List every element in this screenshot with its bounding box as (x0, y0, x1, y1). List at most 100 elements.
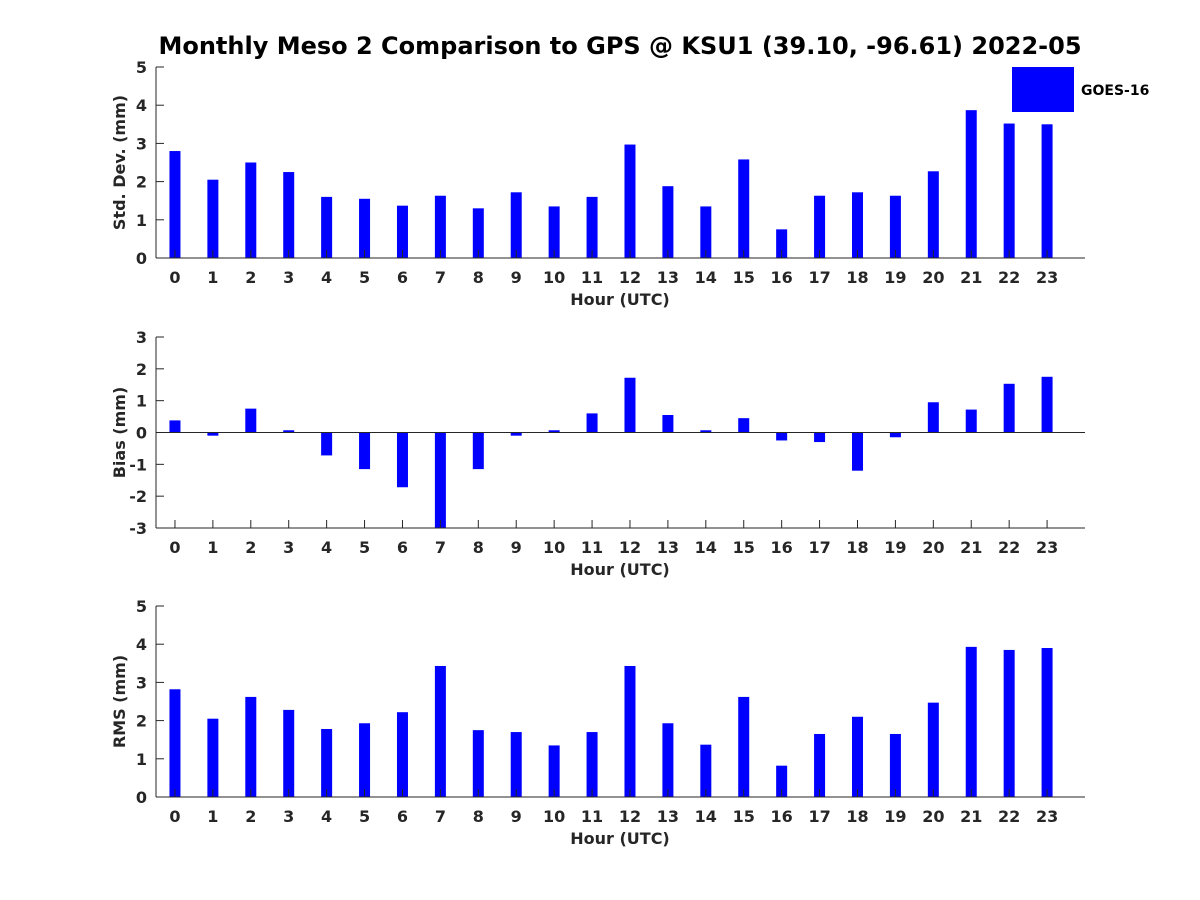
x-tick-label: 5 (359, 268, 370, 287)
bar-hour-9 (510, 432, 522, 436)
bar-hour-15 (738, 696, 750, 797)
x-tick-label: 23 (1036, 268, 1058, 287)
bar-hour-22 (1003, 649, 1015, 797)
x-tick-label: 22 (998, 268, 1020, 287)
x-tick-label: 13 (657, 268, 679, 287)
x-tick-label: 18 (846, 807, 868, 826)
x-tick-label: 7 (435, 268, 446, 287)
x-tick-label: 14 (695, 807, 717, 826)
x-tick-label: 12 (619, 807, 641, 826)
bar-hour-4 (321, 432, 333, 456)
x-tick-label: 4 (321, 268, 332, 287)
bar-hour-14 (700, 744, 712, 797)
x-tick-label: 2 (245, 807, 256, 826)
bar-hour-2 (245, 696, 257, 797)
x-tick-label: 3 (283, 807, 294, 826)
x-tick-label: 18 (846, 268, 868, 287)
x-tick-label: 9 (511, 807, 522, 826)
x-tick-label: 8 (473, 538, 484, 557)
legend-label: GOES-16 (1081, 83, 1149, 99)
bar-hour-6 (396, 205, 408, 258)
y-axis-label: RMS (mm) (110, 655, 129, 748)
bar-hour-22 (1003, 123, 1015, 258)
x-tick-label: 15 (733, 807, 755, 826)
x-tick-label: 2 (245, 538, 256, 557)
bar-hour-15 (738, 159, 750, 258)
x-tick-label: 16 (771, 538, 793, 557)
bar-hour-22 (1003, 383, 1015, 433)
bar-hour-10 (548, 206, 560, 258)
x-tick-label: 16 (771, 268, 793, 287)
x-tick-label: 4 (321, 538, 332, 557)
bar-hour-9 (510, 732, 522, 797)
bar-hour-1 (207, 718, 219, 797)
x-tick-label: 15 (733, 268, 755, 287)
x-tick-label: 9 (511, 268, 522, 287)
y-tick-label: 0 (136, 424, 147, 443)
x-tick-label: 11 (581, 268, 603, 287)
x-tick-label: 6 (397, 807, 408, 826)
bar-hour-2 (245, 162, 257, 258)
bar-hour-15 (738, 418, 750, 433)
x-tick-label: 4 (321, 807, 332, 826)
bar-hour-8 (472, 432, 484, 470)
y-tick-label: 3 (136, 134, 147, 153)
y-tick-label: -1 (129, 455, 147, 474)
bar-hour-4 (321, 196, 333, 258)
x-tick-label: 1 (207, 538, 218, 557)
y-tick-label: 4 (136, 635, 147, 654)
bar-hour-0 (169, 420, 181, 433)
x-tick-label: 5 (359, 538, 370, 557)
bar-hour-13 (662, 186, 674, 258)
bar-hour-16 (776, 229, 788, 258)
x-tick-label: 17 (808, 538, 830, 557)
bar-hour-3 (283, 430, 295, 433)
bar-hour-16 (776, 765, 788, 797)
x-tick-label: 23 (1036, 807, 1058, 826)
y-tick-label: 1 (136, 392, 147, 411)
bar-hour-13 (662, 723, 674, 797)
x-tick-label: 21 (960, 268, 982, 287)
bar-hour-1 (207, 179, 219, 258)
x-tick-label: 8 (473, 268, 484, 287)
bar-hour-19 (889, 733, 901, 797)
x-tick-label: 22 (998, 807, 1020, 826)
bar-hour-23 (1041, 648, 1053, 797)
x-tick-label: 8 (473, 807, 484, 826)
x-tick-label: 1 (207, 807, 218, 826)
y-tick-label: 5 (136, 58, 147, 77)
y-tick-label: 2 (136, 360, 147, 379)
x-tick-label: 7 (435, 807, 446, 826)
y-tick-label: 1 (136, 750, 147, 769)
bar-hour-18 (851, 192, 863, 258)
x-axis-label: Hour (UTC) (570, 290, 670, 309)
bar-hour-12 (624, 665, 636, 797)
x-tick-label: 16 (771, 807, 793, 826)
x-tick-label: 21 (960, 538, 982, 557)
x-tick-label: 0 (169, 807, 180, 826)
x-tick-label: 18 (846, 538, 868, 557)
bar-hour-7 (434, 432, 446, 528)
y-tick-label: 1 (136, 211, 147, 230)
x-tick-label: 11 (581, 807, 603, 826)
bar-hour-20 (927, 171, 939, 258)
x-tick-label: 5 (359, 807, 370, 826)
bar-hour-7 (434, 195, 446, 258)
x-tick-label: 2 (245, 268, 256, 287)
bar-hour-17 (814, 195, 826, 258)
y-tick-label: 3 (136, 673, 147, 692)
bar-hour-8 (472, 730, 484, 797)
bar-hour-21 (965, 646, 977, 797)
x-tick-label: 1 (207, 268, 218, 287)
x-tick-label: 12 (619, 268, 641, 287)
bar-hour-12 (624, 144, 636, 258)
bar-hour-23 (1041, 376, 1053, 433)
bar-hour-9 (510, 192, 522, 258)
bar-hour-4 (321, 729, 333, 797)
bar-hour-0 (169, 689, 181, 797)
bar-hour-14 (700, 430, 712, 433)
bar-hour-23 (1041, 124, 1053, 258)
x-tick-label: 10 (543, 538, 565, 557)
x-tick-label: 14 (695, 538, 717, 557)
